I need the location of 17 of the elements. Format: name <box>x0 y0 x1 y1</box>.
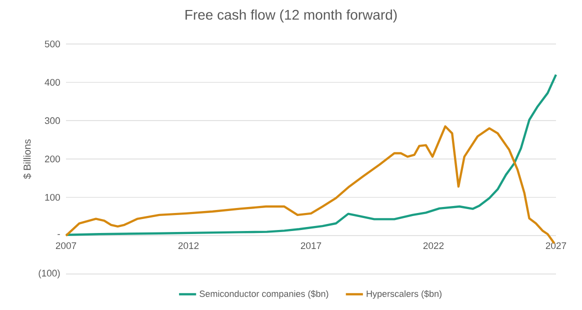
y-tick-label: 400 <box>44 78 60 86</box>
chart-title: Free cash flow (12 month forward) <box>186 9 397 23</box>
y-axis-title: $ Billions <box>23 139 32 179</box>
legend-label: Hyperscalers ($bn) <box>366 290 442 299</box>
x-tick-label: 2022 <box>423 242 444 250</box>
x-tick-label: 2027 <box>546 242 566 250</box>
x-tick-label: 2007 <box>56 242 76 250</box>
x-tick-label: 2017 <box>300 242 322 250</box>
y-tick-label: - <box>58 234 60 235</box>
y-tick-label: 200 <box>44 156 60 162</box>
line-series <box>64 74 558 236</box>
y-tick-label: (100) <box>38 270 60 278</box>
x-tick-label: 2012 <box>178 242 199 250</box>
legend-label: Semiconductor companies ($bn) <box>200 290 328 299</box>
y-tick-label: 100 <box>45 194 60 201</box>
y-tick-label: 300 <box>44 117 60 124</box>
y-tick-label: 500 <box>44 40 60 48</box>
